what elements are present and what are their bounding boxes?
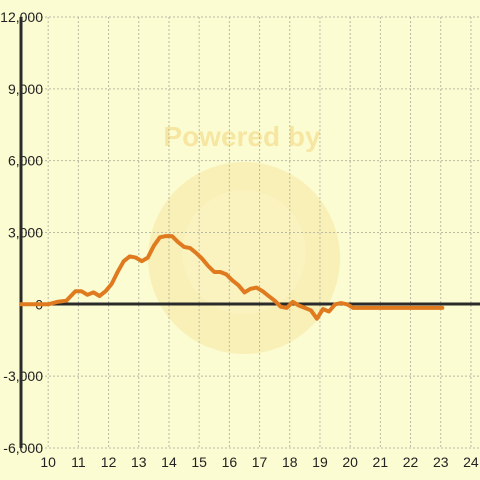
x-tick-label: 12 (101, 454, 117, 470)
x-tick-label: 21 (373, 454, 389, 470)
x-tick-label: 10 (40, 454, 56, 470)
watermark-text: Powered by (163, 121, 321, 152)
series-group (19, 234, 445, 321)
y-tick-label: 6,000 (8, 153, 43, 169)
x-tick-label: 11 (71, 454, 86, 470)
x-tick-label: 20 (342, 454, 358, 470)
watermark-logo-inner-icon (182, 190, 306, 314)
x-axis-ticks: 10 11 12 13 14 15 16 17 18 19 20 21 22 23 24 (40, 454, 479, 470)
y-tick-label: 3,000 (8, 225, 43, 241)
x-tick-label: 18 (282, 454, 298, 470)
x-tick-label: 14 (161, 454, 177, 470)
x-tick-label: 24 (463, 454, 479, 470)
x-tick-label: 17 (252, 454, 268, 470)
y-tick-label: -3,000 (3, 368, 43, 384)
watermark: Powered by (148, 121, 340, 354)
series-line (19, 234, 445, 321)
x-tick-label: 23 (433, 454, 449, 470)
x-tick-label: 16 (222, 454, 238, 470)
x-tick-label: 15 (191, 454, 207, 470)
x-tick-label: 22 (403, 454, 419, 470)
y-tick-label: 9,000 (8, 81, 43, 97)
x-tick-label: 13 (131, 454, 147, 470)
x-tick-label: 19 (312, 454, 328, 470)
y-tick-label: -6,000 (3, 440, 43, 456)
